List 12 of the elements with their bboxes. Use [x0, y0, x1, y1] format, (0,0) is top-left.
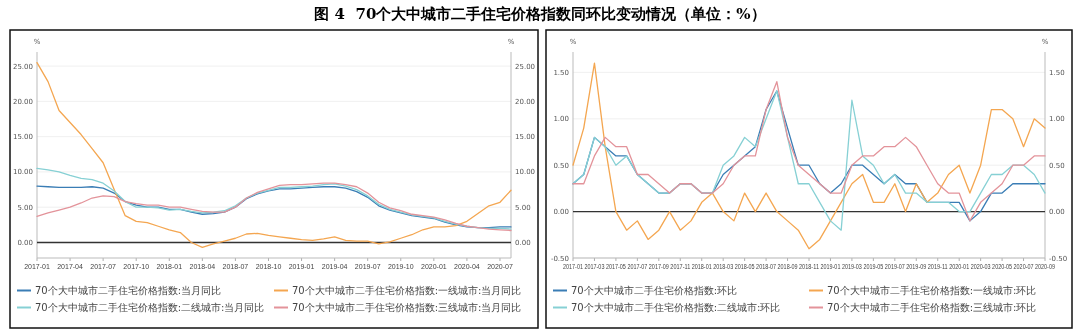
line-series	[36, 167, 512, 230]
legend-label: 70个大中城市二手住宅价格指数:环比	[571, 285, 738, 296]
legend-label: 70个大中城市二手住宅价格指数:一线城市:环比	[827, 285, 1037, 296]
legend-label: 70个大中城市二手住宅价格指数:当月同比	[35, 285, 222, 296]
legend-label: 70个大中城市二手住宅价格指数:二线城市:当月同比	[35, 302, 265, 313]
line-series	[572, 62, 1046, 250]
chart-title: 图 4 70个大中城市二手住宅价格指数同环比变动情况（单位：%）	[314, 5, 766, 23]
legend-label: 70个大中城市二手住宅价格指数:三线城市:当月同比	[292, 302, 522, 313]
legend-label: 70个大中城市二手住宅价格指数:三线城市:环比	[827, 302, 1037, 313]
line-series	[36, 61, 512, 249]
legend-label: 70个大中城市二手住宅价格指数:一线城市:当月同比	[292, 285, 522, 296]
legend-label: 70个大中城市二手住宅价格指数:二线城市:环比	[571, 302, 781, 313]
